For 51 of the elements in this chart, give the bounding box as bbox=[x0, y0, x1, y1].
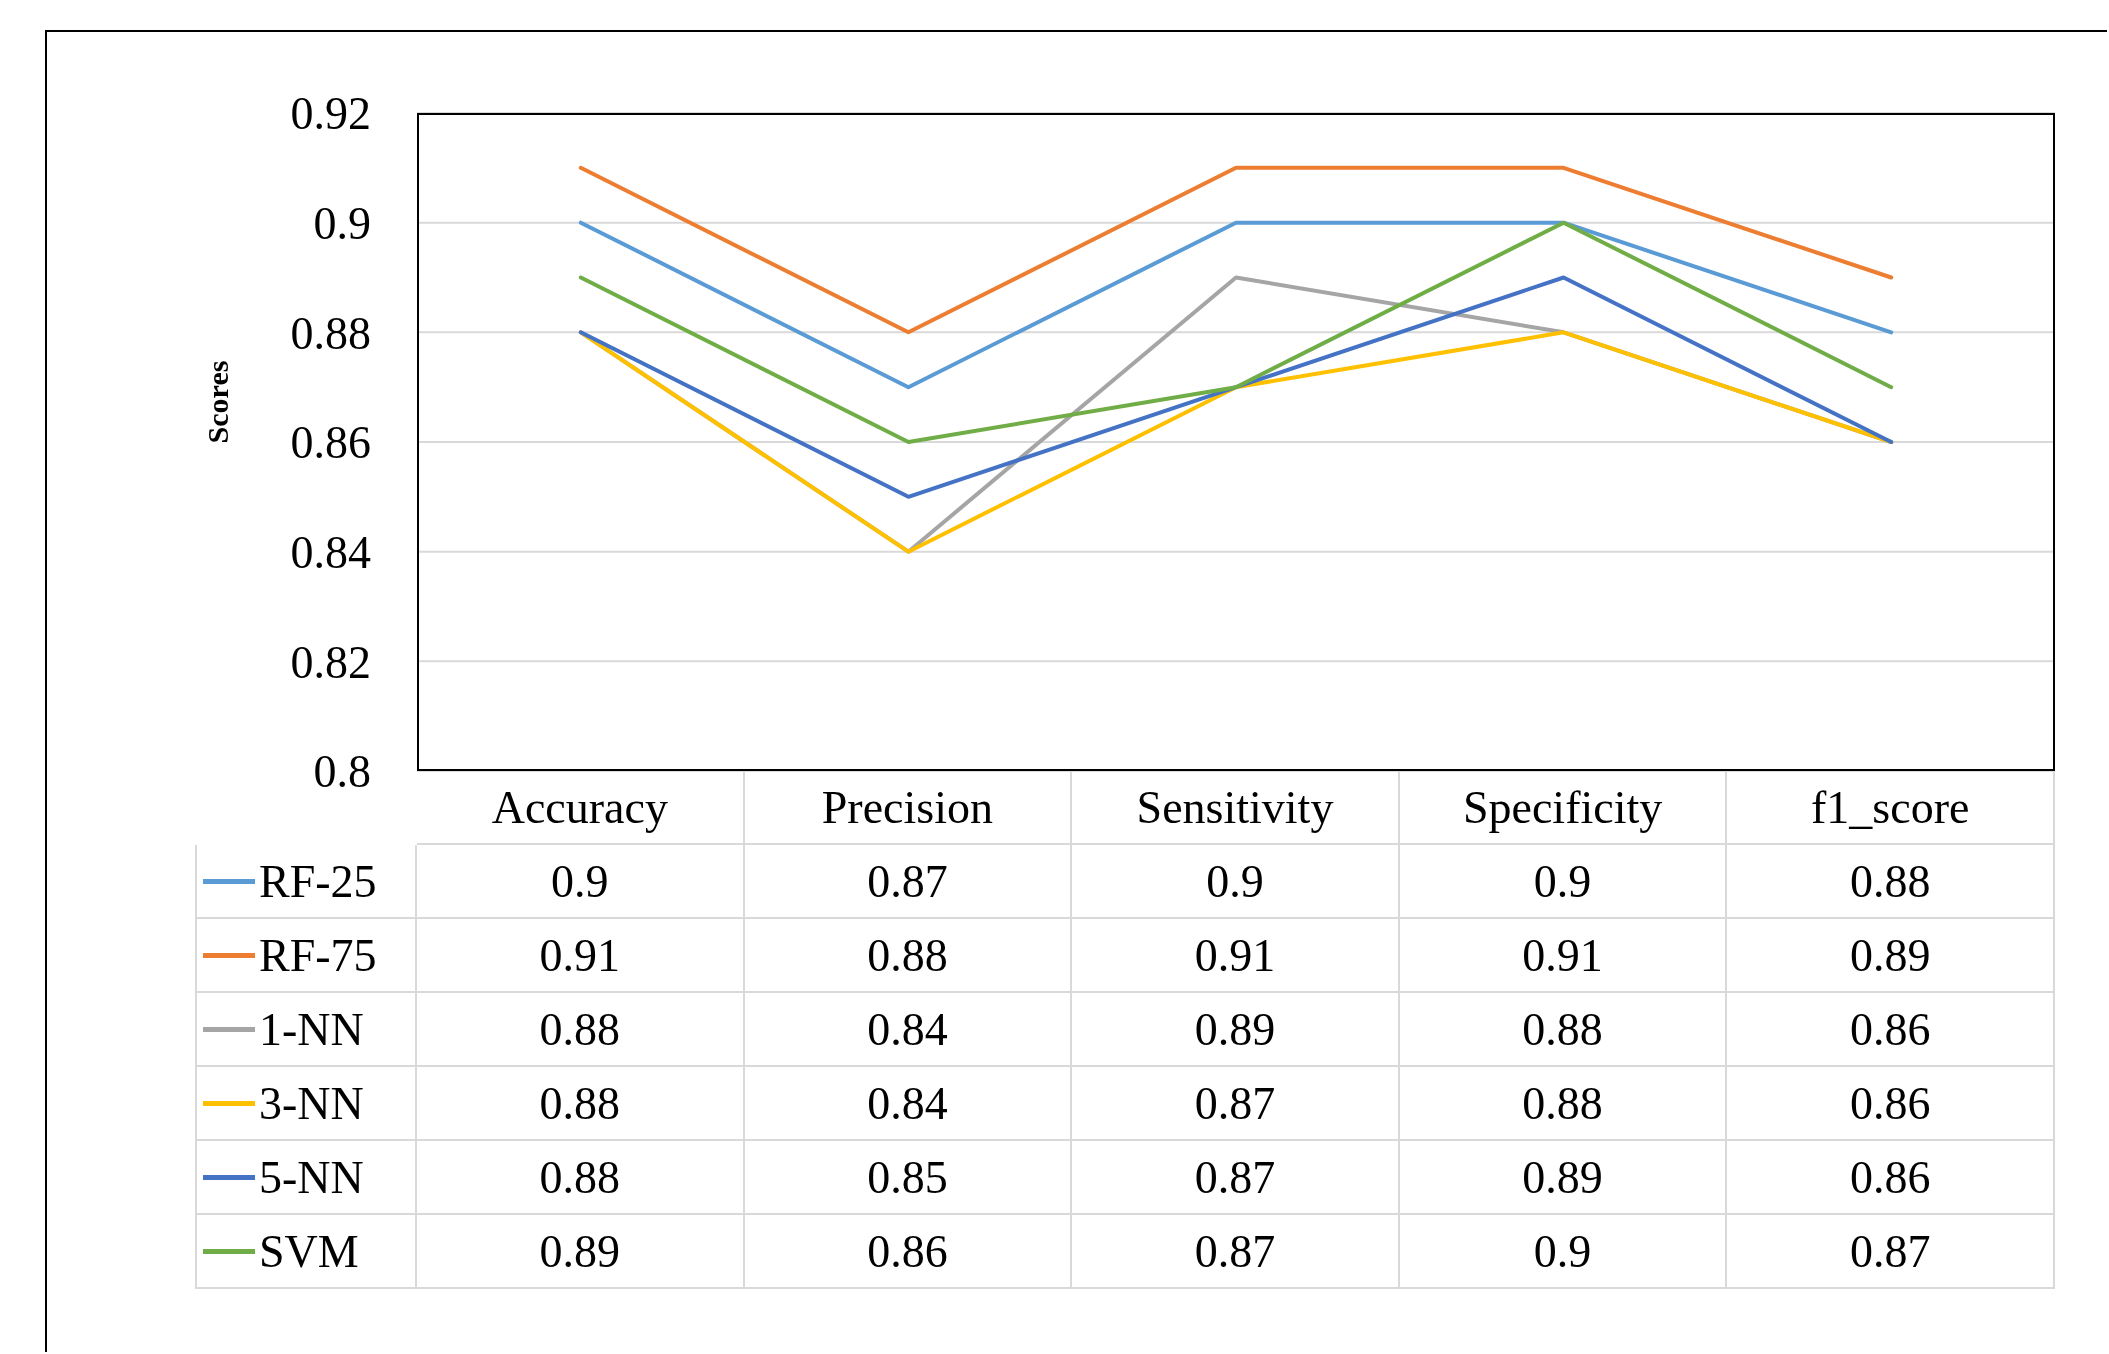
data-label: 0.87 bbox=[1072, 1215, 1400, 1289]
x-tick-label: f1_score bbox=[1727, 771, 2055, 845]
x-tick-label: Sensitivity bbox=[1072, 771, 1400, 845]
legend-label: RF-75 bbox=[259, 928, 377, 982]
data-label: 0.91 bbox=[417, 919, 745, 993]
x-tick-label: Accuracy bbox=[417, 771, 745, 845]
data-label: 0.87 bbox=[1727, 1215, 2055, 1289]
data-label: 0.89 bbox=[1727, 919, 2055, 993]
data-label: 0.88 bbox=[417, 1067, 745, 1141]
data-label: 0.9 bbox=[417, 845, 745, 919]
y-axis-title: Scores bbox=[200, 359, 235, 446]
data-label: 0.84 bbox=[744, 993, 1073, 1067]
line-series bbox=[578, 220, 1894, 444]
legend-label: 3-NN bbox=[259, 1076, 364, 1130]
data-label: 0.86 bbox=[744, 1215, 1073, 1289]
data-label: 0.88 bbox=[417, 1141, 745, 1215]
y-tick-label: 0.8 bbox=[313, 746, 371, 798]
data-label: 0.88 bbox=[1399, 1067, 1728, 1141]
y-tick-label: 0.88 bbox=[290, 307, 371, 359]
y-tick-label: 0.9 bbox=[313, 198, 371, 249]
data-label: 0.86 bbox=[1727, 1141, 2055, 1215]
y-tick-label: 0.84 bbox=[290, 527, 371, 578]
data-label: 0.89 bbox=[1399, 1141, 1728, 1215]
data-label: 0.88 bbox=[1727, 845, 2055, 919]
y-tick-label: 0.86 bbox=[290, 417, 371, 469]
data-label: 0.88 bbox=[1399, 993, 1728, 1067]
x-tick-label: Specificity bbox=[1399, 771, 1728, 845]
data-label: 0.9 bbox=[1399, 1215, 1728, 1289]
data-label: 0.89 bbox=[417, 1215, 745, 1289]
data-label: 0.91 bbox=[1072, 919, 1400, 993]
line-series bbox=[578, 275, 1894, 499]
data-label: 0.86 bbox=[1727, 1067, 2055, 1141]
data-label: 0.89 bbox=[1072, 993, 1400, 1067]
data-label: 0.84 bbox=[744, 1067, 1073, 1141]
data-label: 0.87 bbox=[1072, 1141, 1400, 1215]
y-tick-label: 0.82 bbox=[290, 636, 371, 688]
data-label: 0.85 bbox=[744, 1141, 1073, 1215]
data-label: 0.87 bbox=[744, 845, 1073, 919]
legend-label: 5-NN bbox=[259, 1150, 364, 1204]
data-label: 0.88 bbox=[417, 993, 745, 1067]
data-label: 0.86 bbox=[1727, 993, 2055, 1067]
data-label: 0.91 bbox=[1399, 919, 1728, 993]
y-tick-label: 0.92 bbox=[290, 88, 371, 140]
data-label: 0.88 bbox=[744, 919, 1073, 993]
legend-label: RF-25 bbox=[259, 854, 377, 908]
x-tick-label: Precision bbox=[744, 771, 1073, 845]
legend-label: 1-NN bbox=[259, 1002, 364, 1056]
data-label: 0.9 bbox=[1399, 845, 1728, 919]
data-label: 0.87 bbox=[1072, 1067, 1400, 1141]
legend-label: SVM bbox=[259, 1224, 359, 1278]
data-label: 0.9 bbox=[1072, 845, 1400, 919]
